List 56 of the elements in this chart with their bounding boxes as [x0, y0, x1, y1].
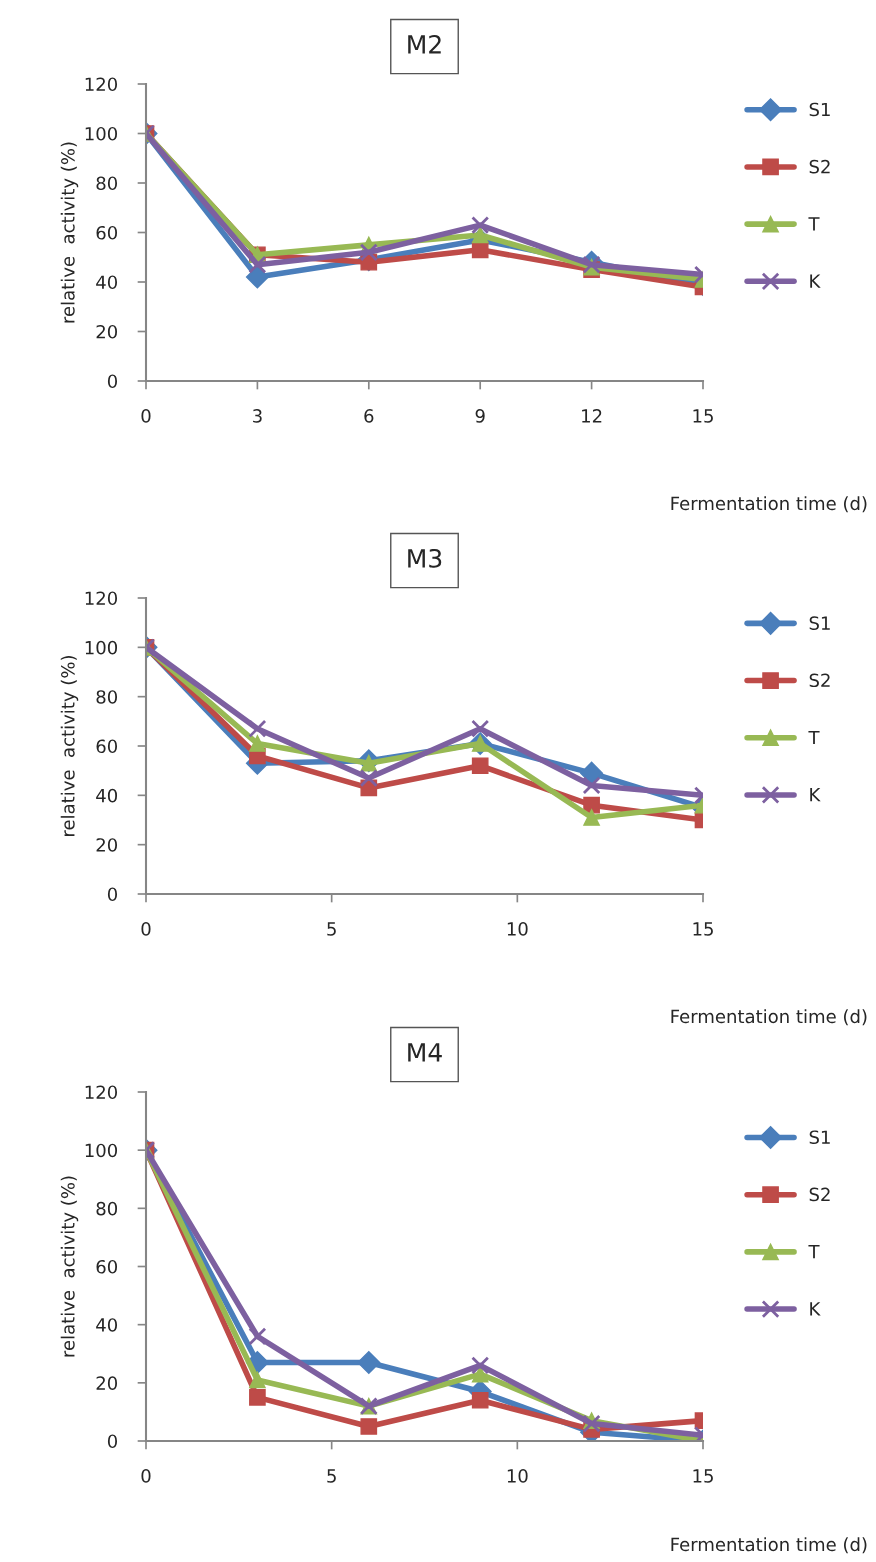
legend-label: S2	[809, 159, 830, 174]
x-tick-label: 10	[507, 1469, 528, 1483]
y-tick-label: 120	[85, 77, 118, 92]
y-tick-label: 80	[96, 1201, 118, 1216]
legend-label: T	[808, 217, 820, 231]
legend-label: T	[808, 1245, 820, 1259]
y-axis-title: relative activity (%)	[60, 656, 79, 836]
y-tick-label: 100	[85, 640, 118, 655]
y-tick-label: 0	[107, 1434, 118, 1449]
legend-label: T	[808, 730, 820, 745]
y-tick-label: 0	[107, 374, 118, 389]
legend-label: K	[810, 788, 821, 802]
chart-title: M2	[408, 34, 441, 54]
y-tick-label: 20	[96, 1376, 118, 1390]
chart-title: M3	[408, 548, 442, 568]
y-tick-label: 60	[96, 739, 118, 754]
y-tick-label: 0	[107, 887, 118, 902]
x-tick-label: 6	[364, 409, 374, 423]
x-axis-title: Fermentation time (d)	[671, 1009, 867, 1026]
legend-label: S2	[809, 673, 830, 688]
x-tick-label: 3	[253, 409, 262, 423]
x-tick-label: 5	[327, 922, 336, 936]
legend-label: S2	[809, 1187, 830, 1202]
legend-label: S1	[809, 1130, 830, 1145]
x-tick-label: 10	[507, 922, 528, 936]
x-tick-label: 0	[141, 409, 151, 423]
y-tick-label: 20	[96, 838, 118, 852]
x-tick-label: 15	[693, 409, 713, 423]
x-axis-title: Fermentation time (d)	[671, 496, 867, 513]
x-tick-label: 0	[141, 922, 151, 936]
legend-label: S1	[809, 102, 830, 117]
legend-label: K	[810, 1302, 821, 1316]
x-axis-title: Fermentation time (d)	[671, 1537, 867, 1554]
y-tick-label: 120	[85, 1085, 118, 1100]
legend-label: S1	[809, 616, 830, 630]
y-tick-label: 20	[96, 324, 118, 339]
legend-label: K	[810, 274, 821, 288]
x-tick-label: 0	[141, 1469, 151, 1483]
x-tick-label: 15	[693, 1469, 713, 1483]
x-tick-label: 5	[327, 1469, 336, 1483]
y-tick-label: 60	[96, 1259, 118, 1274]
y-axis-title: relative activity (%)	[60, 1176, 79, 1357]
y-axis-title: relative activity (%)	[60, 142, 79, 323]
y-tick-label: 60	[96, 225, 118, 240]
y-tick-label: 80	[96, 176, 118, 191]
y-tick-label: 40	[96, 275, 118, 290]
y-tick-label: 40	[96, 788, 118, 803]
y-tick-label: 100	[85, 126, 118, 141]
x-tick-label: 9	[475, 409, 485, 423]
y-tick-label: 80	[96, 690, 118, 704]
x-tick-label: 12	[582, 409, 602, 423]
x-tick-label: 15	[693, 922, 713, 936]
y-tick-label: 100	[85, 1143, 118, 1158]
chart-title: M4	[408, 1043, 442, 1062]
y-tick-label: 120	[85, 591, 118, 606]
y-tick-label: 40	[96, 1318, 118, 1332]
